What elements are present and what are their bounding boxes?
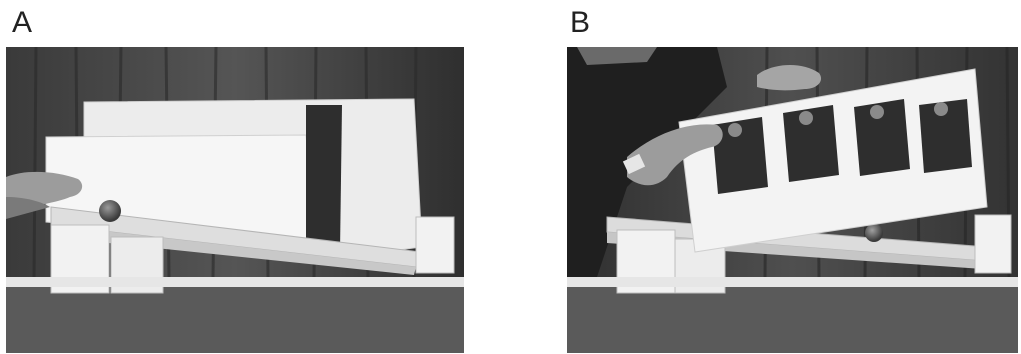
photo-b	[567, 47, 1018, 353]
panel-label-b: B	[570, 6, 591, 39]
photo-a	[6, 47, 464, 353]
card-3	[854, 99, 910, 176]
hand-top	[757, 64, 822, 91]
ramp-boards	[45, 98, 423, 263]
ball	[99, 200, 121, 222]
card-4	[919, 99, 972, 173]
card-2	[783, 105, 839, 182]
hand	[6, 171, 83, 219]
panel-label-a: A	[12, 6, 33, 39]
ball	[865, 224, 883, 242]
hand-left	[622, 124, 723, 186]
support-blocks	[6, 216, 464, 294]
cards	[712, 99, 972, 194]
card-1	[712, 117, 768, 194]
